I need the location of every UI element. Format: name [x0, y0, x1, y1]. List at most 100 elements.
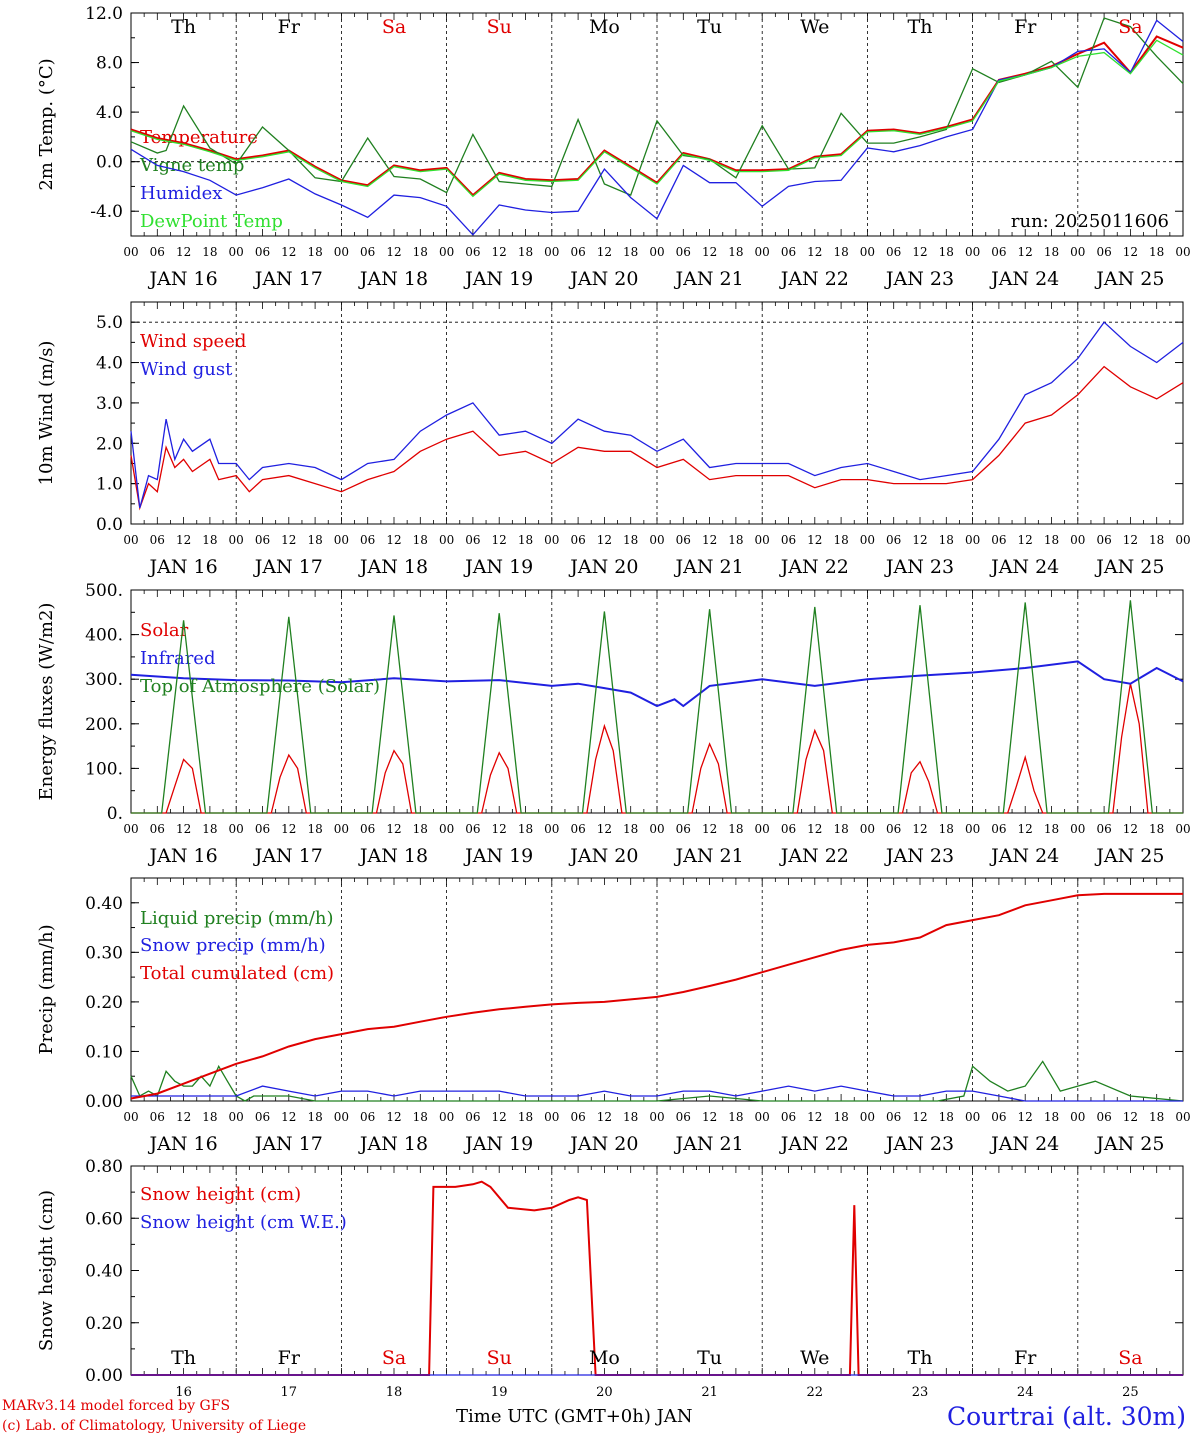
- hour-tick-label: 00: [229, 822, 244, 836]
- y-tick-label: 0.20: [85, 993, 123, 1013]
- y-tick-label: 3.0: [96, 394, 123, 414]
- y-tick-label: 0.30: [85, 943, 123, 963]
- weekday-label: We: [800, 1347, 829, 1369]
- hour-tick-label: 00: [860, 1110, 875, 1124]
- date-label: JAN 19: [463, 268, 533, 290]
- hour-tick-label: 00: [1070, 822, 1085, 836]
- hour-tick-label: 00: [123, 245, 138, 259]
- hour-tick-label: 12: [281, 533, 296, 547]
- weekday-label: Tu: [697, 1347, 722, 1369]
- hour-tick-label: 06: [886, 1110, 901, 1124]
- date-label: JAN 25: [1094, 556, 1164, 578]
- hour-tick-label: 12: [281, 822, 296, 836]
- hour-tick-label: 12: [386, 245, 401, 259]
- weekday-label: Th: [908, 1347, 933, 1369]
- series-line-1: [131, 1180, 1183, 1376]
- hour-tick-label: 00: [1175, 1110, 1190, 1124]
- hour-tick-label: 00: [755, 533, 770, 547]
- y-tick-label: 0.80: [85, 1157, 123, 1177]
- hour-tick-label: 00: [544, 822, 559, 836]
- hour-tick-label: 00: [755, 245, 770, 259]
- hour-tick-label: 18: [307, 533, 322, 547]
- hour-tick-label: 06: [465, 822, 480, 836]
- hour-tick-label: 06: [570, 533, 585, 547]
- weekday-label: Fr: [1014, 1347, 1037, 1369]
- hour-tick-label: 06: [360, 822, 375, 836]
- hour-tick-label: 12: [702, 245, 717, 259]
- y-tick-label: 0.0: [96, 153, 123, 173]
- date-label: JAN 24: [989, 845, 1059, 867]
- weekday-label: Sa: [1118, 1347, 1142, 1369]
- weekday-label: Mo: [589, 16, 620, 38]
- hour-tick-label: 06: [886, 533, 901, 547]
- hour-tick-label: 12: [1018, 245, 1033, 259]
- y-tick-label: 300.: [85, 670, 123, 690]
- day-number-label: 20: [596, 1385, 613, 1400]
- hour-tick-label: 06: [255, 822, 270, 836]
- hour-tick-label: 06: [676, 1110, 691, 1124]
- hour-tick-label: 06: [676, 533, 691, 547]
- hour-tick-label: 00: [965, 1110, 980, 1124]
- hour-tick-label: 00: [1175, 245, 1190, 259]
- date-label: JAN 24: [989, 268, 1059, 290]
- date-label: JAN 19: [463, 1133, 533, 1155]
- hour-tick-label: 06: [676, 822, 691, 836]
- hour-tick-label: 06: [781, 1110, 796, 1124]
- date-label: JAN 20: [568, 268, 638, 290]
- day-number-label: 23: [912, 1385, 929, 1400]
- hour-tick-label: 18: [307, 245, 322, 259]
- series-line-3: [130, 19, 1184, 236]
- date-label: JAN 25: [1094, 1133, 1164, 1155]
- hour-tick-label: 00: [229, 1110, 244, 1124]
- hour-tick-label: 00: [649, 245, 664, 259]
- hour-tick-label: 12: [492, 1110, 507, 1124]
- hour-tick-label: 00: [123, 1110, 138, 1124]
- time-axis-title: Time UTC (GMT+0h) JAN: [456, 1406, 693, 1427]
- hour-tick-label: 18: [1149, 1110, 1164, 1124]
- hour-tick-label: 00: [334, 822, 349, 836]
- y-axis-title: 10m Wind (m/s): [36, 341, 57, 486]
- hour-tick-label: 18: [202, 533, 217, 547]
- weekday-label: Th: [171, 1347, 196, 1369]
- y-tick-label: 4.0: [96, 103, 123, 123]
- hour-tick-label: 18: [413, 533, 428, 547]
- date-label: JAN 23: [884, 268, 954, 290]
- day-number-label: 22: [807, 1385, 824, 1400]
- date-label: JAN 18: [358, 556, 428, 578]
- hour-tick-label: 00: [544, 1110, 559, 1124]
- series-line-3: [131, 600, 1183, 814]
- legend-entry: Solar: [140, 620, 189, 641]
- series-line-2: [131, 1085, 1183, 1102]
- hour-tick-label: 18: [833, 1110, 848, 1124]
- legend-entry: Snow height (cm): [140, 1184, 301, 1205]
- date-label: JAN 17: [253, 845, 323, 867]
- y-tick-label: 0.60: [85, 1209, 123, 1229]
- hour-tick-label: 18: [623, 1110, 638, 1124]
- hour-tick-label: 06: [781, 822, 796, 836]
- hour-tick-label: 06: [886, 822, 901, 836]
- hour-tick-label: 18: [1044, 822, 1059, 836]
- date-label: JAN 16: [148, 1133, 218, 1155]
- series-line-2: [130, 660, 1184, 708]
- y-tick-label: 400.: [85, 626, 123, 646]
- weekday-label: Su: [487, 1347, 512, 1369]
- hour-tick-label: 18: [1149, 822, 1164, 836]
- station-name: Courtrai (alt. 30m): [947, 1402, 1186, 1431]
- hour-tick-label: 12: [807, 1110, 822, 1124]
- hour-tick-label: 06: [255, 533, 270, 547]
- hour-tick-label: 00: [123, 822, 138, 836]
- hour-tick-label: 18: [728, 822, 743, 836]
- hour-tick-label: 00: [1070, 1110, 1085, 1124]
- panel-2: 0.0 1.0 2.0 3.0 4.0 5.0 10m Wind (m/s) Wind spe…: [36, 301, 1191, 578]
- hour-tick-label: 18: [202, 822, 217, 836]
- legend-entry: Infrared: [140, 648, 215, 669]
- hour-tick-label: 12: [807, 822, 822, 836]
- hour-tick-label: 12: [176, 822, 191, 836]
- hour-tick-label: 12: [912, 1110, 927, 1124]
- date-label: JAN 24: [989, 1133, 1059, 1155]
- hour-tick-label: 00: [1175, 533, 1190, 547]
- legend-entry: DewPoint Temp: [140, 211, 283, 232]
- hour-tick-label: 18: [939, 1110, 954, 1124]
- y-tick-label: 2.0: [96, 434, 123, 454]
